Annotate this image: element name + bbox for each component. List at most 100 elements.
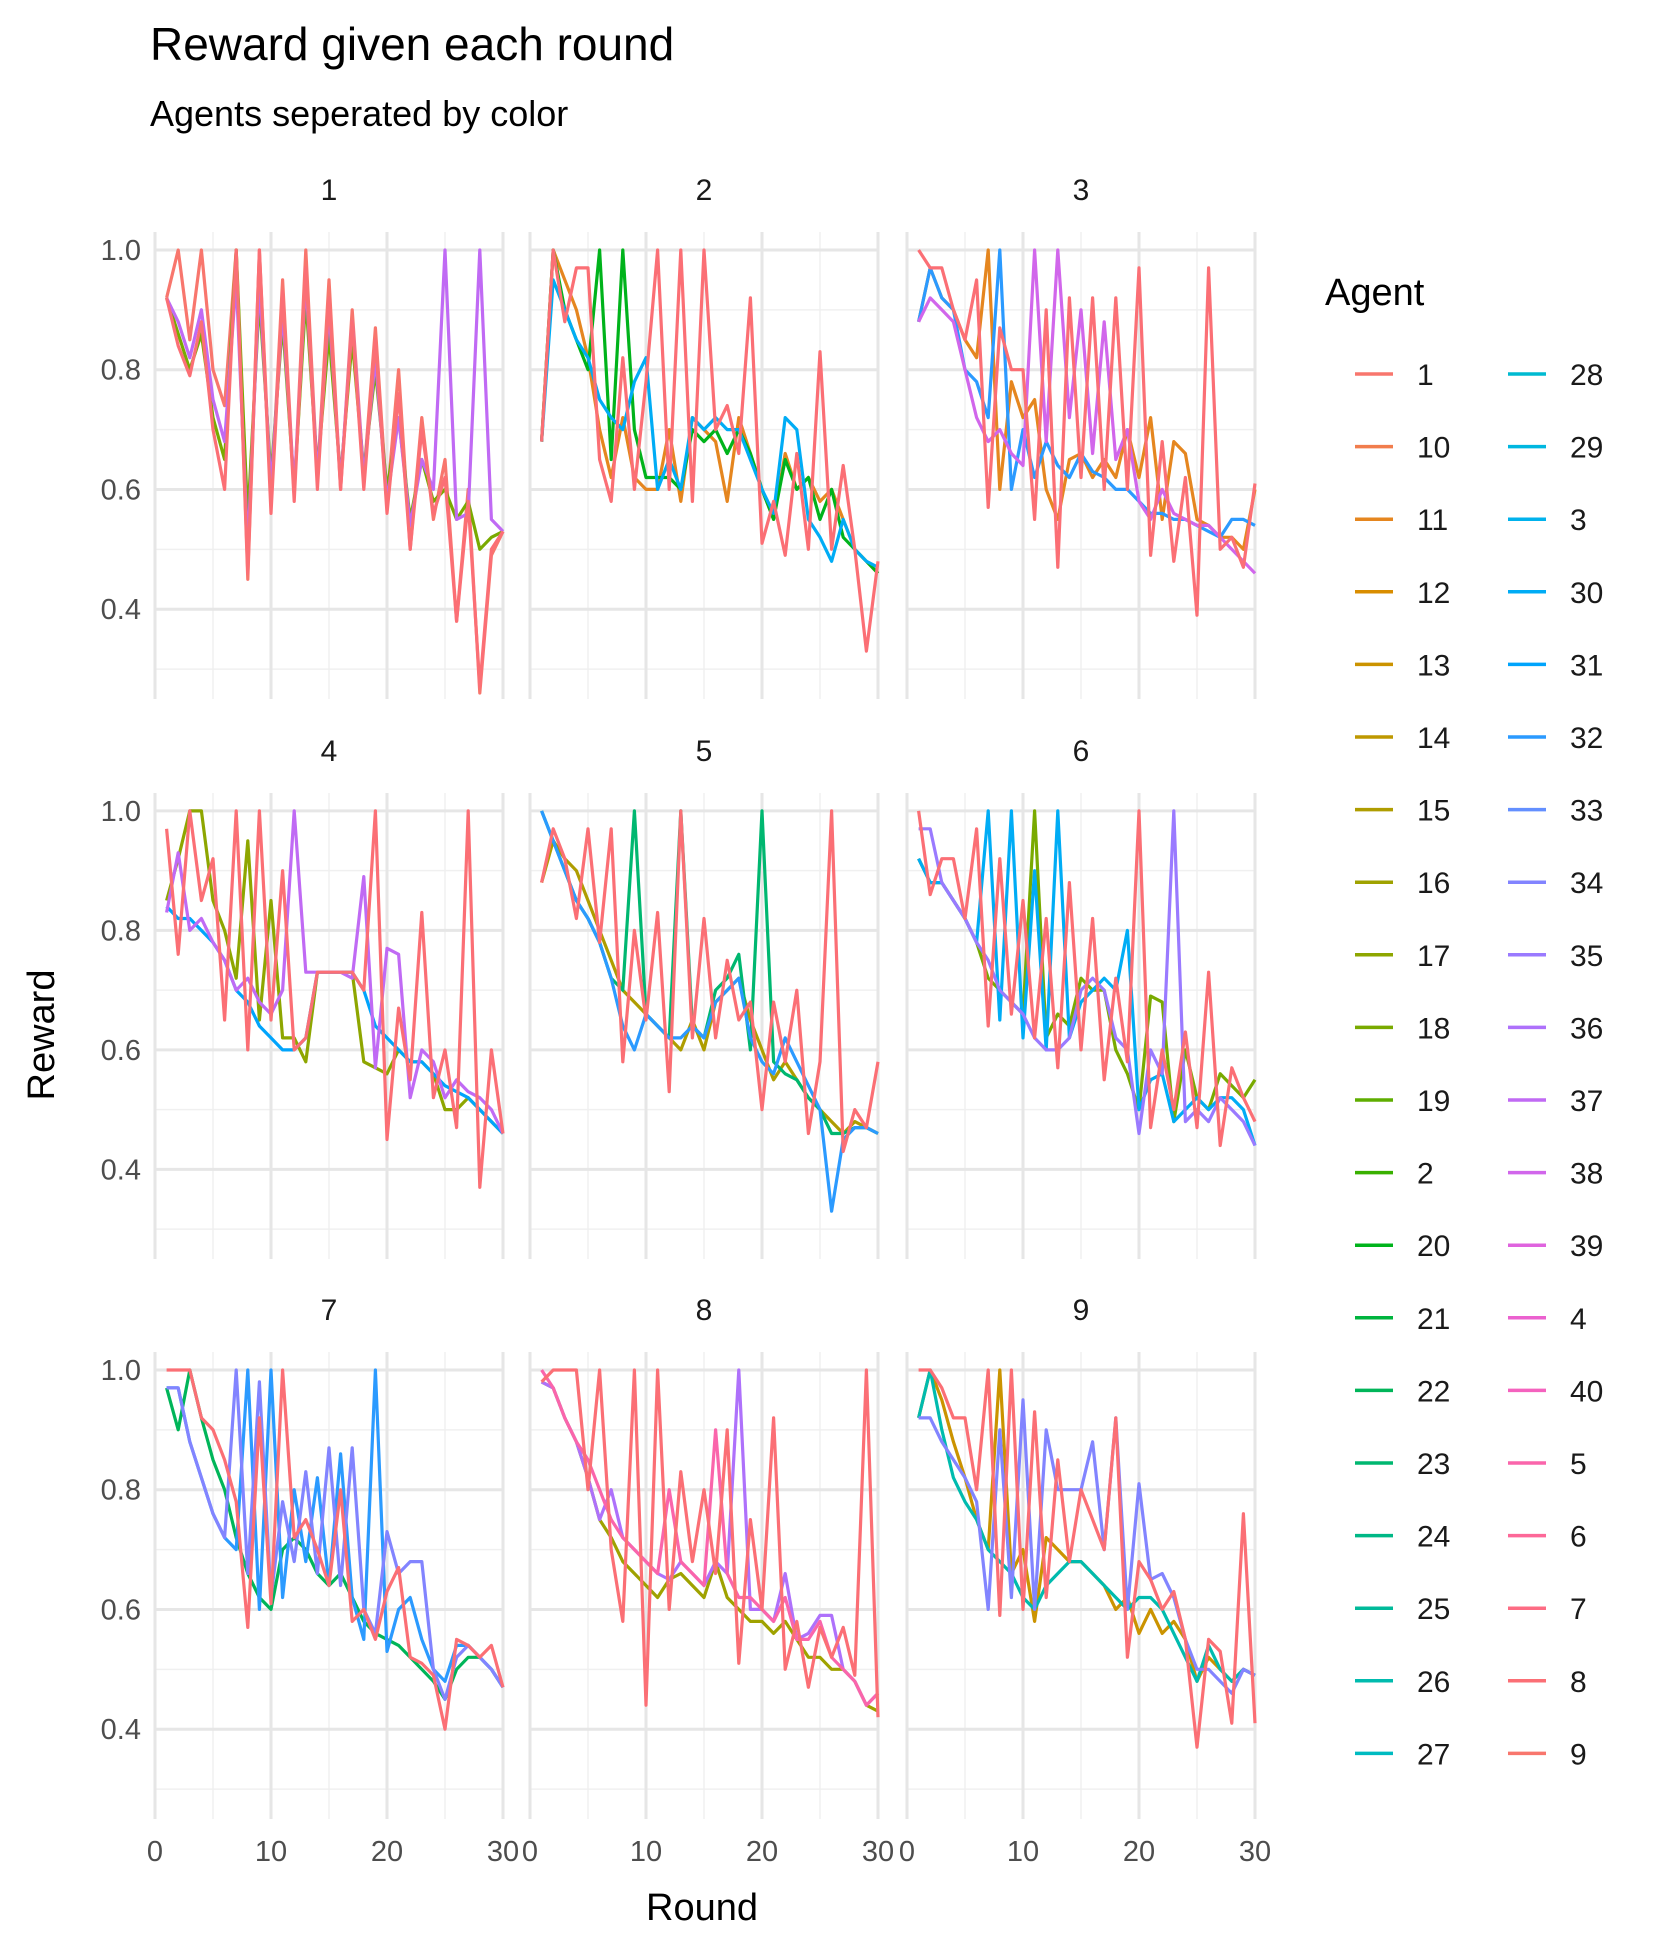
series-line-agent-8: [165, 248, 505, 689]
legend-label: 3: [1570, 504, 1587, 537]
series-line-agent-8: [165, 809, 505, 1189]
legend-item: 17: [1355, 940, 1450, 973]
legend-item: 35: [1508, 940, 1603, 973]
legend-item: 13: [1355, 649, 1450, 682]
legend-label: 40: [1570, 1375, 1603, 1408]
legend-item: 40: [1508, 1375, 1603, 1408]
legend-item: 33: [1508, 795, 1603, 828]
legend-label: 36: [1570, 1012, 1603, 1045]
y-tick-label: 1.0: [101, 1355, 141, 1387]
y-tick-label: 0.8: [101, 355, 141, 387]
legend-label: 23: [1417, 1448, 1450, 1481]
legend-item: 12: [1355, 577, 1450, 610]
series-line-agent-11: [540, 248, 880, 575]
legend-item: 31: [1508, 649, 1603, 682]
legend: Agent 1 10 11 12 13 14 15 16 17 18 19 2 20 21 22 23 24 25…: [1325, 272, 1603, 1771]
legend-label: 29: [1570, 432, 1603, 465]
y-tick-label: 0.6: [101, 1035, 141, 1067]
legend-label: 34: [1570, 867, 1603, 900]
facet-label: 2: [696, 174, 713, 207]
legend-item: 3: [1508, 504, 1587, 537]
x-tick-label: 20: [371, 1836, 403, 1868]
legend-item: 25: [1355, 1593, 1450, 1626]
x-tick-label: 10: [630, 1836, 662, 1868]
facet-panel-3: 3: [905, 174, 1257, 699]
x-tick-label: 0: [147, 1836, 163, 1868]
facet-panel-1: 1 0.4 0.6 0.8 1.0: [101, 174, 505, 699]
legend-label: 25: [1417, 1593, 1450, 1626]
legend-label: 1: [1417, 359, 1434, 392]
y-tick-label: 0.8: [101, 1475, 141, 1507]
chart-subtitle: Agents seperated by color: [150, 93, 568, 134]
facet-label: 4: [321, 735, 338, 768]
legend-item: 37: [1508, 1085, 1603, 1118]
facet-label: 9: [1073, 1294, 1090, 1327]
legend-item: 10: [1355, 432, 1450, 465]
legend-item: 38: [1508, 1158, 1603, 1191]
legend-label: 16: [1417, 867, 1450, 900]
x-tick-label: 10: [1007, 1836, 1039, 1868]
legend-item: 36: [1508, 1012, 1603, 1045]
facet-panel-6: 6: [905, 735, 1257, 1259]
legend-item: 2: [1355, 1158, 1434, 1191]
legend-item: 32: [1508, 722, 1603, 755]
legend-label: 15: [1417, 795, 1450, 828]
x-tick-label: 20: [1123, 1836, 1155, 1868]
x-tick-label: 0: [522, 1836, 538, 1868]
legend-item: 24: [1355, 1521, 1450, 1554]
legend-label: 27: [1417, 1738, 1450, 1771]
legend-label: 11: [1417, 504, 1448, 537]
legend-item: 16: [1355, 867, 1450, 900]
legend-label: 32: [1570, 722, 1603, 755]
x-tick-label: 0: [899, 1836, 915, 1868]
legend-item: 26: [1355, 1666, 1450, 1699]
facet-label: 5: [696, 735, 713, 768]
x-tick-label: 20: [746, 1836, 778, 1868]
facet-label: 3: [1073, 174, 1090, 207]
series-line-agent-8: [540, 248, 880, 653]
legend-item: 20: [1355, 1230, 1450, 1263]
legend-label: 19: [1417, 1085, 1450, 1118]
legend-item: 23: [1355, 1448, 1450, 1481]
legend-label: 35: [1570, 940, 1603, 973]
y-tick-label: 0.4: [101, 1154, 141, 1186]
legend-label: 38: [1570, 1158, 1603, 1191]
legend-item: 19: [1355, 1085, 1450, 1118]
legend-item: 9: [1508, 1738, 1587, 1771]
legend-item: 6: [1508, 1521, 1587, 1554]
y-tick-label: 0.6: [101, 1594, 141, 1626]
series-line-agent-36: [540, 1368, 880, 1707]
legend-label: 17: [1417, 940, 1450, 973]
legend-label: 30: [1570, 577, 1603, 610]
legend-item: 15: [1355, 795, 1450, 828]
legend-item: 1: [1355, 359, 1434, 392]
facet-panel-5: 5: [528, 735, 880, 1259]
legend-item: 4: [1508, 1303, 1587, 1336]
legend-label: 31: [1570, 649, 1603, 682]
facet-label: 7: [321, 1294, 338, 1327]
legend-label: 8: [1570, 1666, 1587, 1699]
legend-label: 37: [1570, 1085, 1603, 1118]
y-tick-label: 1.0: [101, 796, 141, 828]
legend-label: 10: [1417, 432, 1450, 465]
legend-item: 34: [1508, 867, 1603, 900]
facet-panels: 1 0.4 0.6 0.8 1.0 2 3 4 0.4 0.6 0.8 1.0 5 6 7 0.4 0.6 0.8…: [101, 174, 1271, 1868]
legend-item: 29: [1508, 432, 1603, 465]
series-line-agent-5: [540, 1369, 880, 1707]
series-line-agent-8: [540, 1368, 880, 1718]
chart-title: Reward given each round: [150, 18, 674, 70]
series-line-agent-8: [540, 809, 880, 1154]
legend-label: 39: [1570, 1230, 1603, 1263]
series-line-agent-20: [540, 248, 880, 575]
legend-item: 39: [1508, 1230, 1603, 1263]
legend-label: 33: [1570, 795, 1603, 828]
y-axis-title: Reward: [21, 970, 63, 1101]
series-line-agent-8: [917, 249, 1257, 617]
legend-item: 11: [1355, 504, 1448, 537]
legend-label: 5: [1570, 1448, 1587, 1481]
series-line-agent-1: [165, 248, 505, 695]
legend-item: 5: [1508, 1448, 1587, 1481]
legend-label: 26: [1417, 1666, 1450, 1699]
facet-panel-2: 2: [528, 174, 880, 699]
facet-label: 8: [696, 1294, 713, 1327]
